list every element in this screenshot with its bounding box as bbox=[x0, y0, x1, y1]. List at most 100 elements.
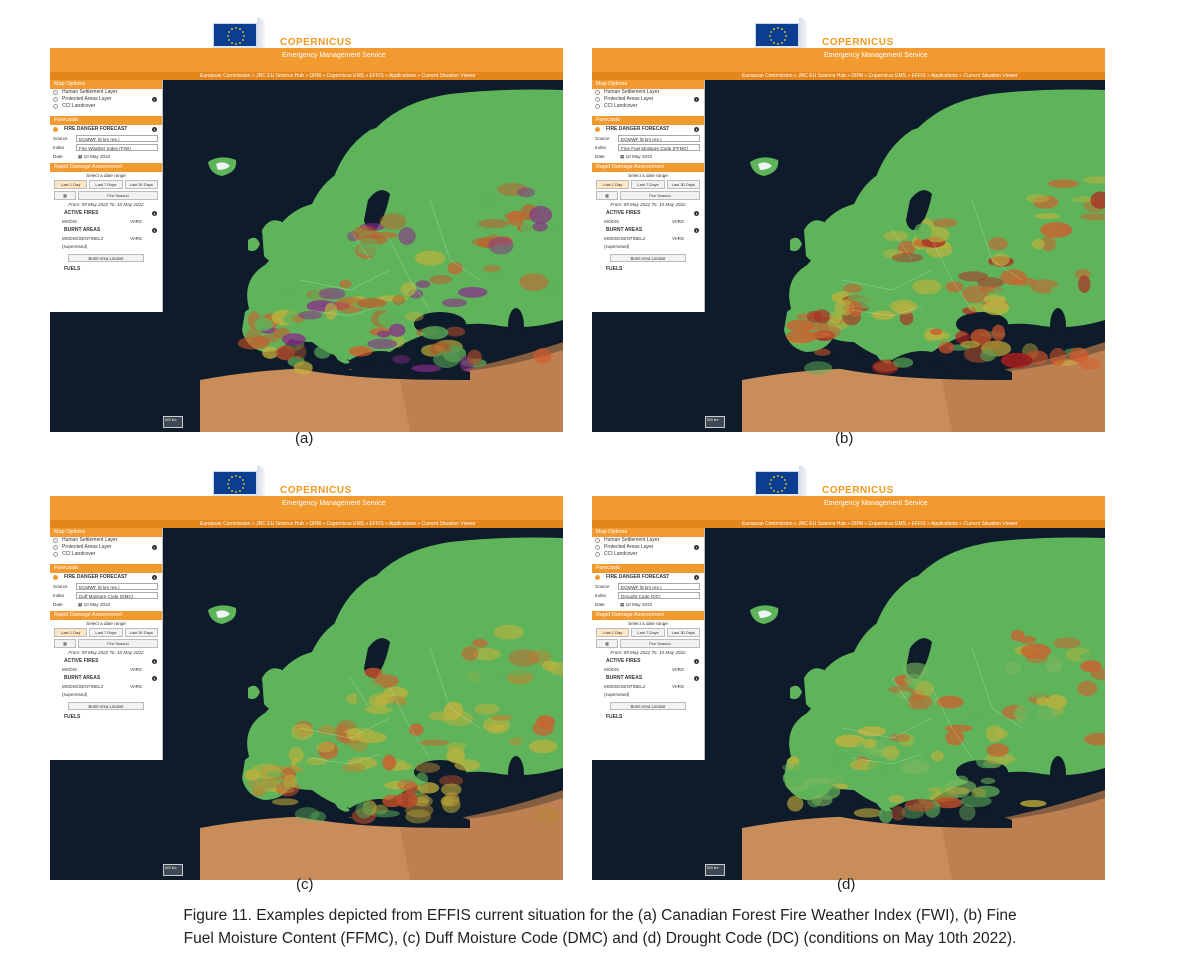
viirs-checkbox[interactable]: VIIRS bbox=[672, 236, 684, 241]
fuels-title[interactable]: FUELS bbox=[592, 713, 704, 722]
breadcrumb-links[interactable]: European Commission » JRC EU Science Hub… bbox=[742, 521, 1018, 527]
section-rapid-damage[interactable]: Rapid Damage Assessment bbox=[50, 163, 162, 172]
fire-danger-forecast-toggle[interactable]: FIRE DANGER FORECAST i bbox=[50, 573, 162, 582]
info-icon[interactable]: i bbox=[694, 575, 699, 580]
last-30-days-button[interactable]: Last 30 Days bbox=[666, 180, 700, 189]
section-map-options[interactable]: Map Options bbox=[592, 528, 704, 537]
section-rapid-damage[interactable]: Rapid Damage Assessment bbox=[592, 163, 704, 172]
info-icon[interactable]: i bbox=[152, 127, 157, 132]
layer-option[interactable]: Human Settlement Layer bbox=[592, 89, 704, 96]
layer-toggle[interactable] bbox=[595, 538, 600, 543]
burnt-area-locator-button[interactable]: Burnt Area Locator bbox=[610, 254, 686, 262]
europe-map[interactable] bbox=[592, 80, 1105, 432]
layer-toggle[interactable] bbox=[595, 545, 600, 550]
last-7-days-button[interactable]: Last 7 Days bbox=[631, 628, 665, 637]
layer-toggle[interactable] bbox=[53, 97, 58, 102]
viirs-checkbox[interactable]: VIIRS bbox=[672, 219, 684, 224]
calendar-icon[interactable]: ▦ bbox=[620, 602, 626, 607]
calendar-icon[interactable]: ▦ bbox=[54, 191, 76, 200]
modis-sentinel-checkbox[interactable]: MODIS/SENTINEL2 bbox=[604, 684, 646, 689]
section-map-options[interactable]: Map Options bbox=[50, 528, 162, 537]
info-icon[interactable]: i bbox=[694, 659, 699, 664]
layer-option[interactable]: Protected Areas Layer i bbox=[50, 544, 162, 551]
section-map-options[interactable]: Map Options bbox=[50, 80, 162, 89]
modis-checkbox[interactable]: MODIS bbox=[62, 219, 78, 224]
burnt-area-locator-button[interactable]: Burnt Area Locator bbox=[68, 254, 144, 262]
fire-danger-forecast-toggle[interactable]: FIRE DANGER FORECAST i bbox=[50, 125, 162, 134]
viirs-checkbox[interactable]: VIIRS bbox=[130, 684, 142, 689]
source-select[interactable]: ECMWF (8 km res.) bbox=[76, 135, 158, 142]
date-value[interactable]: ▦ 10 May 2022 bbox=[76, 153, 158, 160]
layer-toggle[interactable] bbox=[53, 90, 58, 95]
fire-season-button[interactable]: Fire Season bbox=[78, 191, 158, 200]
info-icon[interactable]: i bbox=[694, 97, 699, 102]
europe-map[interactable] bbox=[50, 80, 563, 432]
layer-toggle[interactable] bbox=[595, 97, 600, 102]
viirs-checkbox[interactable]: VIIRS bbox=[672, 684, 684, 689]
index-select[interactable]: Fine Fuel Moisture Code (FFMC) bbox=[618, 144, 700, 151]
layer-option[interactable]: CCI Landcover bbox=[50, 103, 162, 110]
layer-option[interactable]: CCI Landcover bbox=[592, 551, 704, 558]
info-icon[interactable]: i bbox=[694, 228, 699, 233]
layer-option[interactable]: Protected Areas Layer i bbox=[592, 544, 704, 551]
radio-icon[interactable] bbox=[53, 127, 58, 132]
radio-icon[interactable] bbox=[595, 575, 600, 580]
layer-option[interactable]: Protected Areas Layer i bbox=[592, 96, 704, 103]
breadcrumb-links[interactable]: European Commission » JRC EU Science Hub… bbox=[742, 73, 1018, 79]
modis-sentinel-checkbox[interactable]: MODIS/SENTINEL2 bbox=[62, 684, 104, 689]
breadcrumb-links[interactable]: European Commission » JRC EU Science Hub… bbox=[200, 521, 476, 527]
layer-toggle[interactable] bbox=[595, 90, 600, 95]
section-map-options[interactable]: Map Options bbox=[592, 80, 704, 89]
fuels-title[interactable]: FUELS bbox=[50, 713, 162, 722]
map-viewer[interactable]: Map Options Human Settlement Layer Prote… bbox=[592, 80, 1105, 432]
calendar-icon[interactable]: ▦ bbox=[596, 191, 618, 200]
source-select[interactable]: ECMWF (8 km res.) bbox=[618, 583, 700, 590]
info-icon[interactable]: i bbox=[152, 211, 157, 216]
date-value[interactable]: ▦ 10 May 2022 bbox=[76, 601, 158, 608]
layer-toggle[interactable] bbox=[53, 552, 58, 557]
fire-season-button[interactable]: Fire Season bbox=[78, 639, 158, 648]
layer-toggle[interactable] bbox=[53, 104, 58, 109]
map-viewer[interactable]: Map Options Human Settlement Layer Prote… bbox=[50, 528, 563, 880]
burnt-area-locator-button[interactable]: Burnt Area Locator bbox=[68, 702, 144, 710]
last-7-days-button[interactable]: Last 7 Days bbox=[631, 180, 665, 189]
date-value[interactable]: ▦ 10 May 2022 bbox=[618, 601, 700, 608]
calendar-icon[interactable]: ▦ bbox=[78, 154, 84, 159]
fire-danger-forecast-toggle[interactable]: FIRE DANGER FORECAST i bbox=[592, 125, 704, 134]
viirs-checkbox[interactable]: VIIRS bbox=[130, 667, 142, 672]
fire-season-button[interactable]: Fire Season bbox=[620, 191, 700, 200]
viirs-checkbox[interactable]: VIIRS bbox=[130, 236, 142, 241]
map-viewer[interactable]: Map Options Human Settlement Layer Prote… bbox=[50, 80, 563, 432]
last-1-day-button[interactable]: Last 1 Day bbox=[596, 180, 630, 189]
info-icon[interactable]: i bbox=[694, 676, 699, 681]
last-1-day-button[interactable]: Last 1 Day bbox=[54, 628, 88, 637]
info-icon[interactable]: i bbox=[152, 545, 157, 550]
viirs-checkbox[interactable]: VIIRS bbox=[130, 219, 142, 224]
fire-season-button[interactable]: Fire Season bbox=[620, 639, 700, 648]
layer-toggle[interactable] bbox=[53, 545, 58, 550]
last-7-days-button[interactable]: Last 7 Days bbox=[89, 628, 123, 637]
viirs-checkbox[interactable]: VIIRS bbox=[672, 667, 684, 672]
section-rapid-damage[interactable]: Rapid Damage Assessment bbox=[592, 611, 704, 620]
modis-checkbox[interactable]: MODIS bbox=[62, 667, 78, 672]
layer-toggle[interactable] bbox=[53, 538, 58, 543]
last-30-days-button[interactable]: Last 30 Days bbox=[666, 628, 700, 637]
section-rapid-damage[interactable]: Rapid Damage Assessment bbox=[50, 611, 162, 620]
last-30-days-button[interactable]: Last 30 Days bbox=[124, 180, 158, 189]
calendar-icon[interactable]: ▦ bbox=[78, 602, 84, 607]
date-value[interactable]: ▦ 10 May 2022 bbox=[618, 153, 700, 160]
calendar-icon[interactable]: ▦ bbox=[620, 154, 626, 159]
layer-option[interactable]: Protected Areas Layer i bbox=[50, 96, 162, 103]
index-select[interactable]: Fire Weather Index (FWI) bbox=[76, 144, 158, 151]
last-1-day-button[interactable]: Last 1 Day bbox=[596, 628, 630, 637]
burnt-area-locator-button[interactable]: Burnt Area Locator bbox=[610, 702, 686, 710]
modis-checkbox[interactable]: MODIS bbox=[604, 219, 620, 224]
modis-sentinel-checkbox[interactable]: MODIS/SENTINEL2 bbox=[62, 236, 104, 241]
layer-toggle[interactable] bbox=[595, 104, 600, 109]
source-select[interactable]: ECMWF (8 km res.) bbox=[618, 135, 700, 142]
section-forecasts[interactable]: Forecasts bbox=[592, 116, 704, 125]
section-forecasts[interactable]: Forecasts bbox=[50, 116, 162, 125]
layer-toggle[interactable] bbox=[595, 552, 600, 557]
layer-option[interactable]: Human Settlement Layer bbox=[50, 537, 162, 544]
map-viewer[interactable]: Map Options Human Settlement Layer Prote… bbox=[592, 528, 1105, 880]
